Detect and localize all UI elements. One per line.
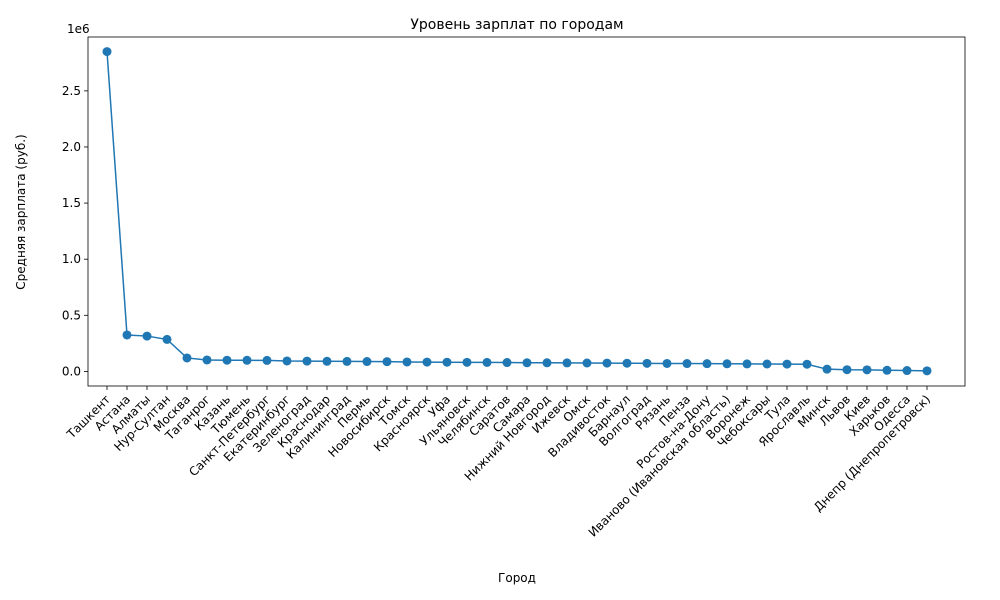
y-tick-label-1: 0.5: [62, 308, 81, 322]
data-point-40: [902, 366, 912, 376]
data-point-4: [182, 353, 192, 363]
data-point-17: [442, 357, 452, 367]
plot-frame: [87, 36, 966, 387]
data-point-23: [562, 358, 572, 368]
y-tick-label-2: 1.0: [62, 252, 81, 266]
data-point-38: [862, 365, 872, 375]
data-point-39: [882, 365, 892, 375]
data-point-33: [762, 359, 772, 369]
data-point-32: [742, 359, 752, 369]
data-point-28: [662, 358, 672, 368]
data-point-6: [222, 355, 232, 365]
data-point-34: [782, 359, 792, 369]
data-point-18: [462, 357, 472, 367]
y-tick-label-4: 2.0: [62, 140, 81, 154]
data-point-1: [122, 330, 132, 340]
series-line: [106, 51, 928, 372]
data-point-35: [802, 359, 812, 369]
data-point-11: [322, 356, 332, 366]
data-point-13: [362, 357, 372, 367]
y-tick-label-3: 1.5: [62, 196, 81, 210]
y-tick-label-5: 2.5: [62, 84, 81, 98]
data-point-12: [342, 356, 352, 366]
data-point-15: [402, 357, 412, 367]
data-point-19: [482, 357, 492, 367]
data-point-0: [102, 47, 112, 57]
data-point-8: [262, 355, 272, 365]
data-point-27: [642, 358, 652, 368]
data-point-25: [602, 358, 612, 368]
data-point-24: [582, 358, 592, 368]
data-point-29: [682, 359, 692, 369]
data-point-9: [282, 356, 292, 366]
data-point-26: [622, 358, 632, 368]
data-point-22: [542, 358, 552, 368]
y-axis-label: Средняя зарплата (руб.): [14, 134, 28, 289]
data-point-14: [382, 357, 392, 367]
data-point-36: [822, 364, 832, 374]
data-point-10: [302, 356, 312, 366]
plot-area: 0.00.51.01.52.02.5ТашкентАстанаАлматыНур…: [62, 36, 966, 540]
data-point-3: [162, 334, 172, 344]
y-tick-label-0: 0.0: [62, 364, 81, 378]
data-point-41: [922, 366, 932, 376]
data-point-16: [422, 357, 432, 367]
data-point-30: [702, 359, 712, 369]
data-point-2: [142, 331, 152, 341]
data-point-21: [522, 358, 532, 368]
data-point-5: [202, 355, 212, 365]
chart-title: Уровень зарплат по городам: [410, 17, 623, 33]
data-point-20: [502, 358, 512, 368]
data-point-31: [722, 359, 732, 369]
data-point-37: [842, 365, 852, 375]
x-axis-label: Город: [498, 571, 536, 585]
data-point-7: [242, 355, 252, 365]
y-offset-label: 1e6: [67, 22, 90, 36]
